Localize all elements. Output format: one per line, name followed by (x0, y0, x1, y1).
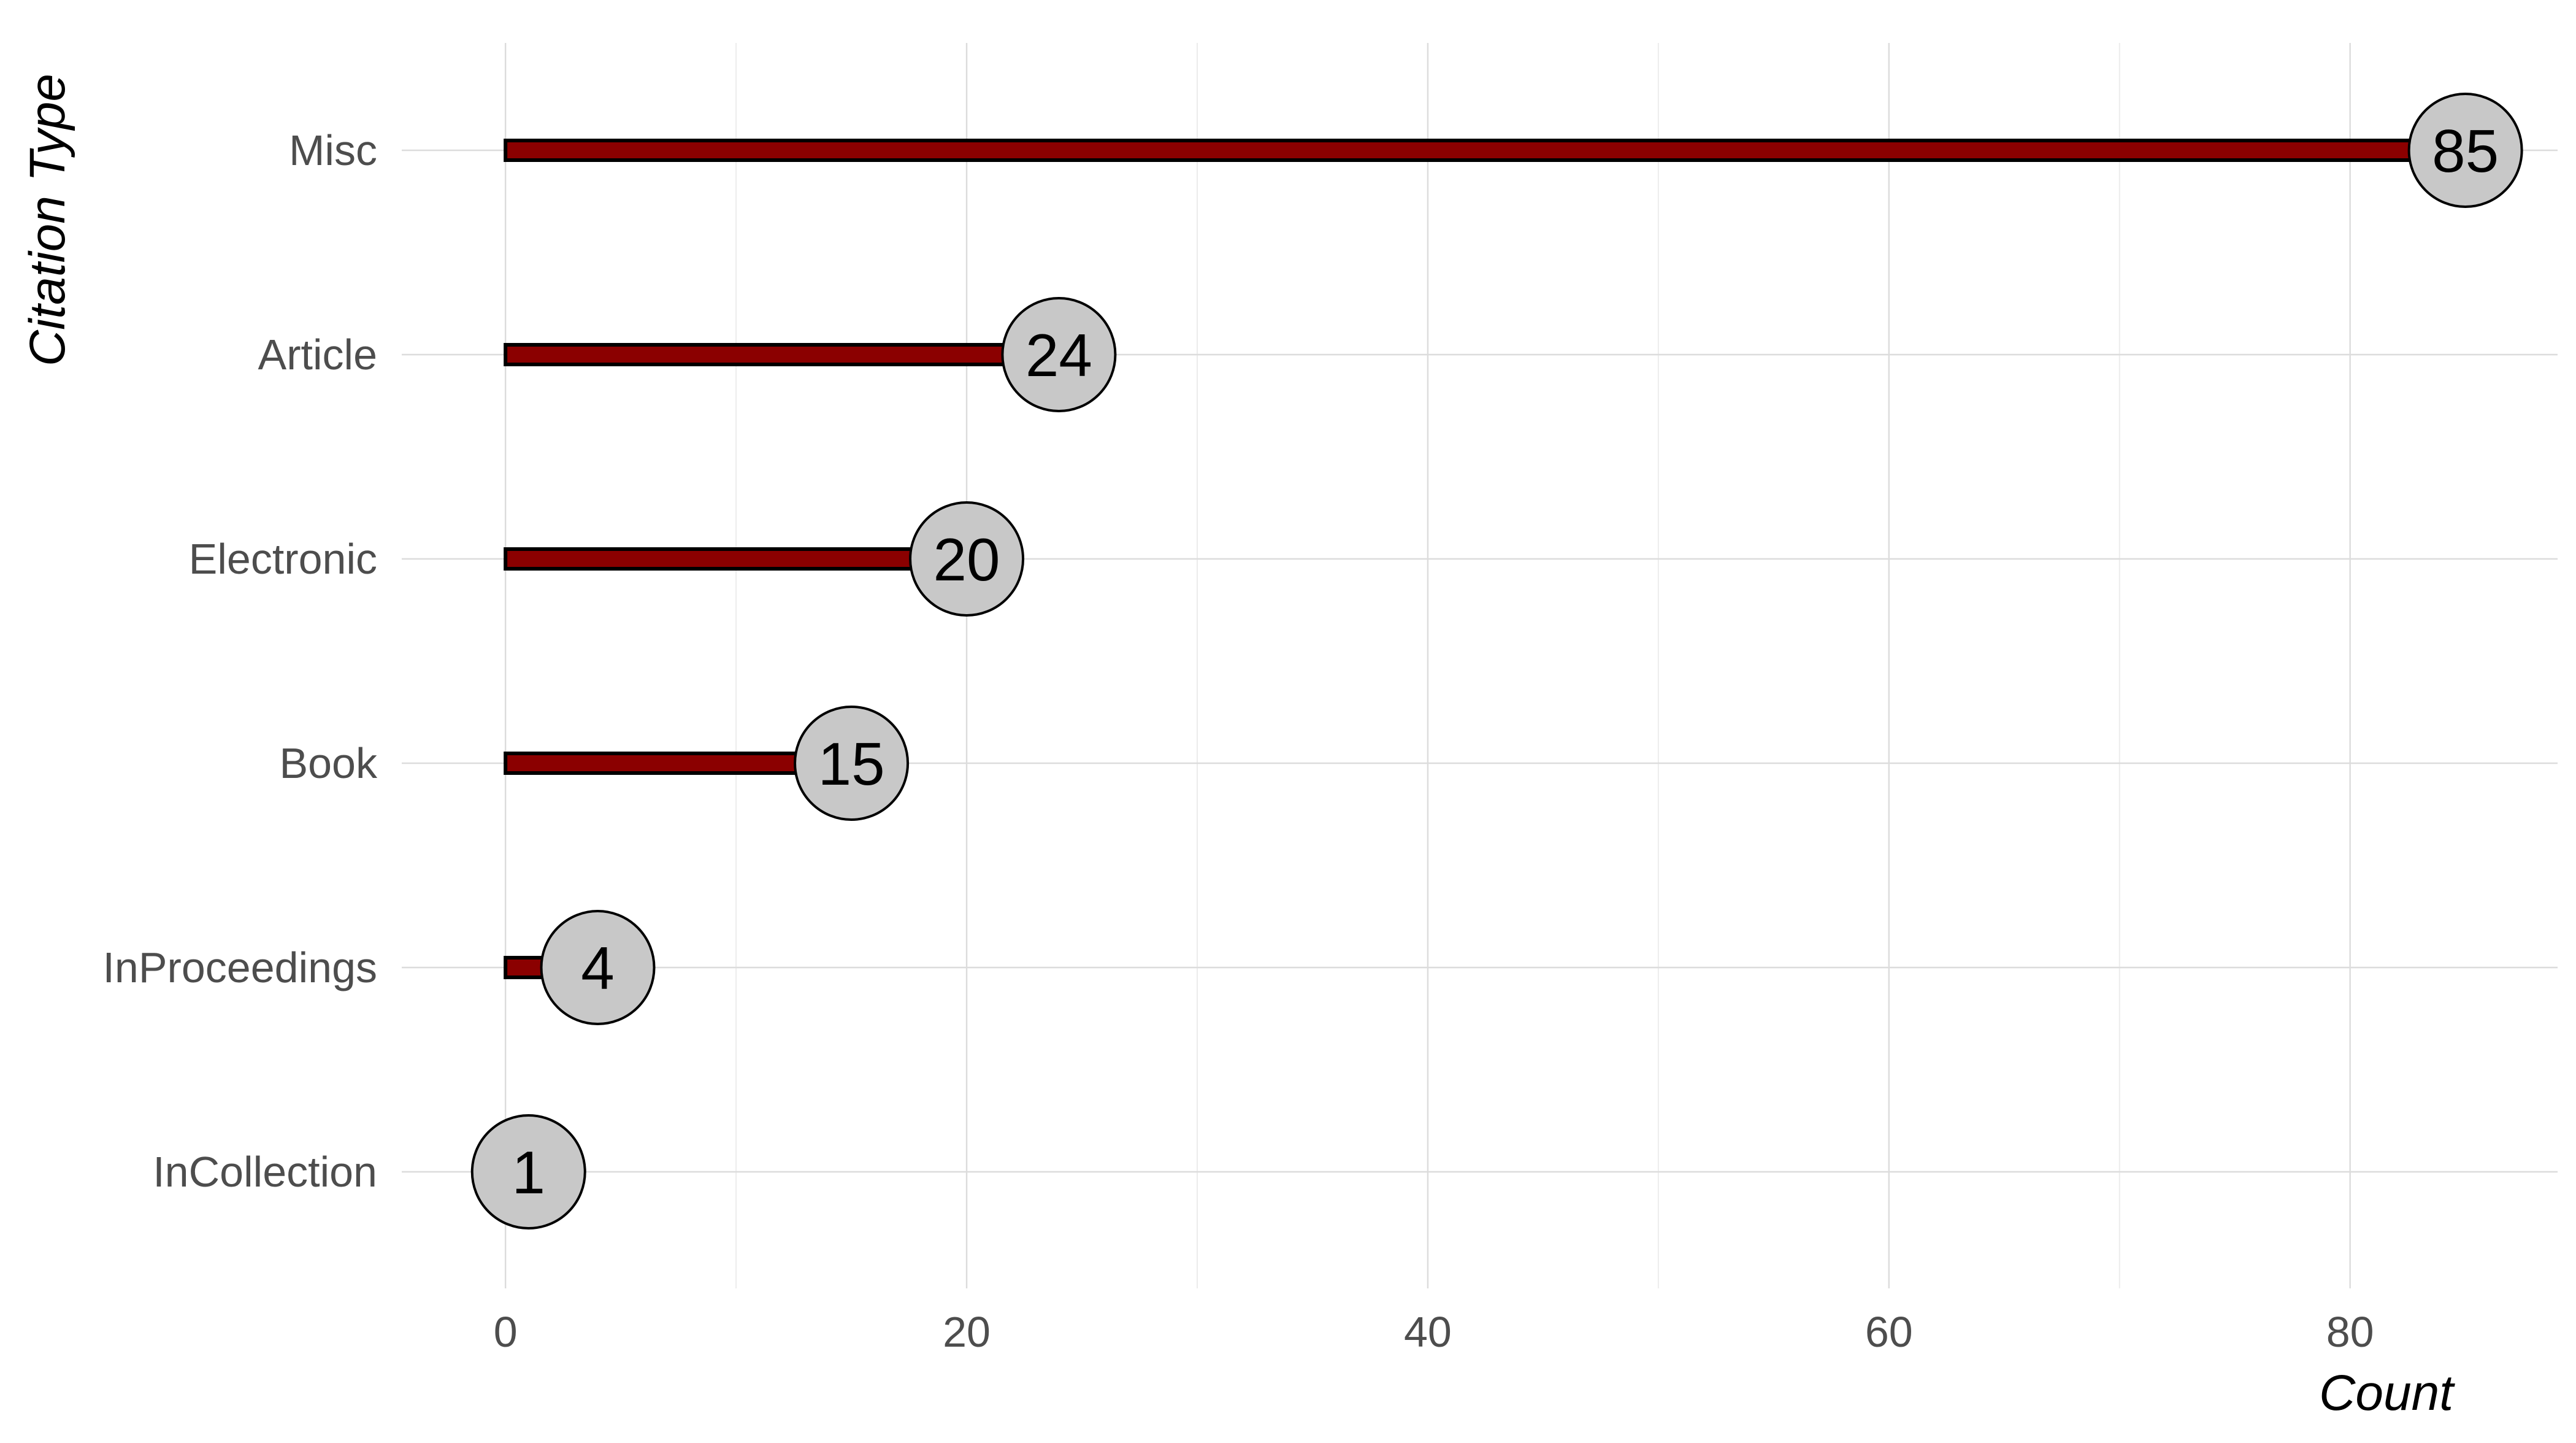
x-tick-label: 0 (494, 1308, 518, 1356)
y-tick-label: Article (258, 331, 377, 379)
value-label: 1 (512, 1139, 546, 1206)
value-label: 24 (1025, 321, 1092, 389)
y-tick-label: InProceedings (102, 944, 377, 991)
bars (504, 139, 2467, 1183)
lollipop-point (470, 1114, 586, 1229)
bar (504, 139, 2467, 162)
y-axis-ticks: Misc Article Electronic Book InProceedings In… (102, 126, 378, 1196)
value-label: 4 (581, 934, 615, 1002)
value-label: 15 (818, 730, 885, 798)
x-axis-ticks: 0 20 40 60 80 (494, 1308, 2374, 1356)
x-tick-label: 80 (2326, 1308, 2374, 1356)
y-tick-label: Misc (289, 126, 377, 174)
lollipop-point (794, 706, 910, 821)
bar (504, 547, 969, 571)
x-tick-label: 20 (943, 1308, 991, 1356)
value-label: 20 (933, 526, 1000, 593)
x-tick-label: 40 (1404, 1308, 1452, 1356)
y-tick-label: InCollection (153, 1148, 377, 1196)
lollipop-point (1001, 297, 1117, 412)
lollipop-point (909, 501, 1025, 617)
x-tick-label: 60 (1865, 1308, 1913, 1356)
y-axis-title: Citation Type (20, 74, 75, 366)
major-gridlines (402, 43, 2558, 1288)
lollipop-point (540, 910, 656, 1025)
x-axis-title: Count (2319, 1365, 2455, 1421)
bar (504, 343, 1061, 366)
y-tick-label: Electronic (189, 535, 377, 583)
minor-gridlines (735, 43, 2120, 1288)
points: 85 24 20 15 4 1 (470, 93, 2523, 1229)
y-tick-label: Book (279, 739, 378, 787)
lollipop-point (2407, 93, 2523, 208)
value-label: 85 (2432, 117, 2499, 185)
